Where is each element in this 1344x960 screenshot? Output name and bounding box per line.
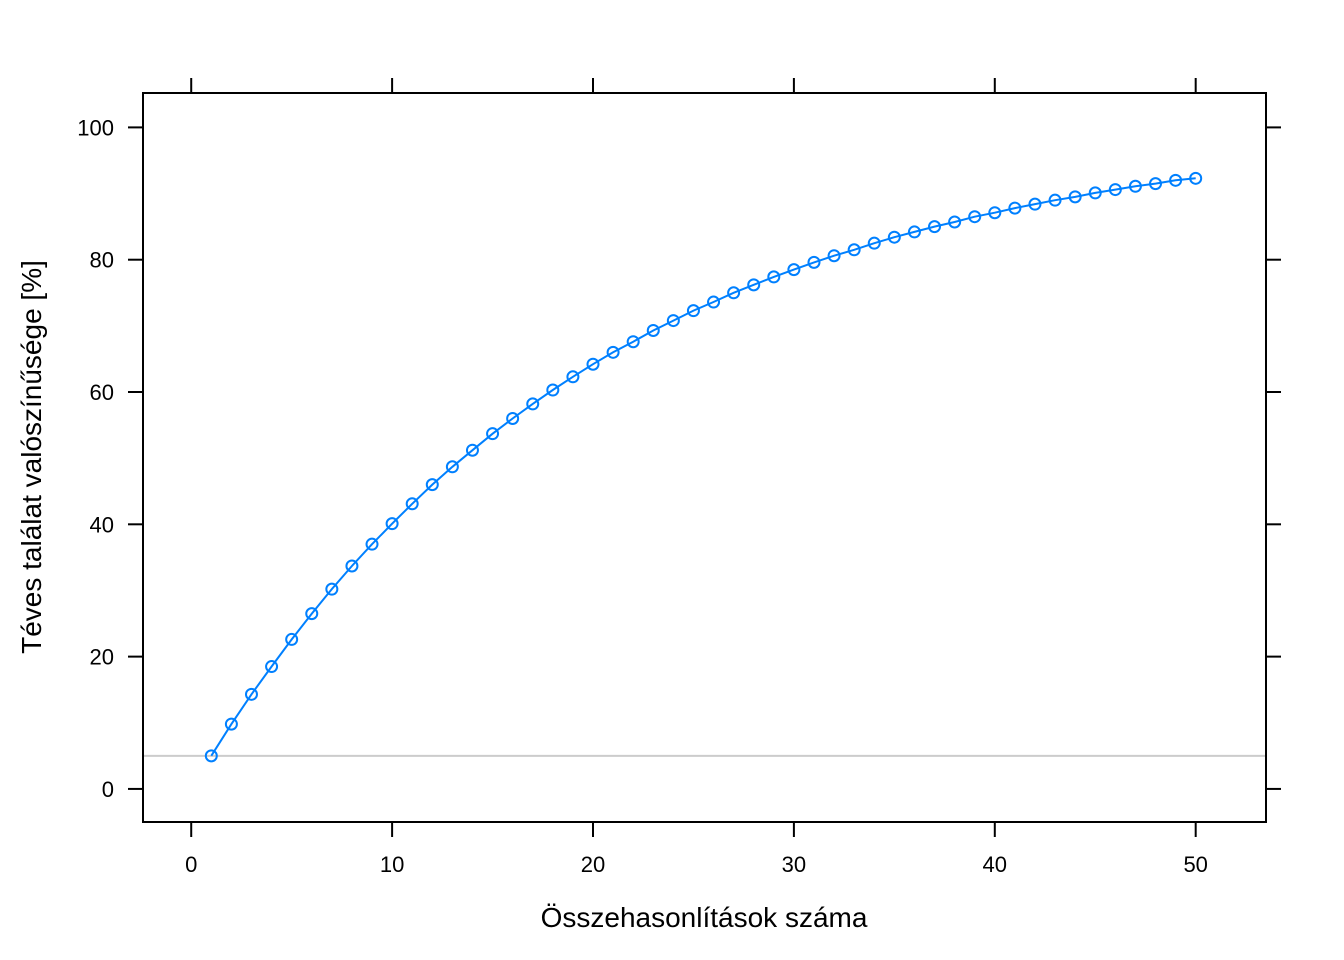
data-point	[224, 717, 238, 731]
data-point	[827, 249, 841, 263]
x-tick-label: 40	[983, 852, 1007, 877]
plot-frame	[142, 92, 1267, 823]
y-tick-label: 60	[90, 380, 114, 405]
data-point	[968, 210, 982, 224]
y-tick-label: 0	[102, 777, 114, 802]
axis-tick-labels: 0 10 20 30 40 50 0 20 40 60 80 100	[77, 115, 1208, 877]
data-point	[1088, 186, 1102, 200]
data-point	[204, 749, 218, 763]
data-point	[606, 345, 620, 359]
data-point	[767, 270, 781, 284]
data-points	[204, 171, 1203, 763]
data-point	[265, 660, 279, 674]
data-point	[847, 243, 861, 257]
data-point	[1008, 201, 1022, 215]
data-point	[928, 220, 942, 234]
data-point	[807, 255, 821, 269]
y-tick-label: 80	[90, 248, 114, 273]
data-point	[1028, 197, 1042, 211]
data-point	[546, 383, 560, 397]
data-point	[385, 517, 399, 531]
y-axis-title: Téves találat valószínűsége [%]	[16, 260, 47, 654]
x-tick-label: 20	[581, 852, 605, 877]
y-tick-label: 40	[90, 512, 114, 537]
data-point	[345, 559, 359, 573]
data-point	[1149, 177, 1163, 191]
data-point	[747, 278, 761, 292]
data-point	[285, 632, 299, 646]
data-point	[1108, 183, 1122, 197]
data-point	[1048, 193, 1062, 207]
data-point	[305, 607, 319, 621]
data-point	[666, 314, 680, 328]
data-point	[686, 304, 700, 318]
series-line	[210, 177, 1196, 757]
x-tick-label: 0	[185, 852, 197, 877]
data-point	[707, 295, 721, 309]
data-point	[526, 397, 540, 411]
data-point	[727, 286, 741, 300]
data-point	[988, 206, 1002, 220]
data-point	[586, 357, 600, 371]
data-point	[506, 411, 520, 425]
data-point	[867, 236, 881, 250]
x-tick-label: 10	[380, 852, 404, 877]
data-point	[1068, 190, 1082, 204]
data-point	[486, 427, 500, 441]
data-point	[244, 687, 258, 701]
x-tick-label: 50	[1183, 852, 1207, 877]
data-point	[425, 478, 439, 492]
data-point	[646, 323, 660, 337]
data-point	[405, 497, 419, 511]
x-tick-label: 30	[782, 852, 806, 877]
y-tick-label: 100	[77, 115, 114, 140]
data-point	[1128, 179, 1142, 193]
data-point	[445, 460, 459, 474]
data-point	[325, 582, 339, 596]
data-point	[365, 537, 379, 551]
data-point	[1189, 171, 1203, 185]
y-tick-label: 20	[90, 645, 114, 670]
data-point	[1169, 173, 1183, 187]
data-point	[465, 443, 479, 457]
data-point	[887, 230, 901, 244]
data-point	[626, 335, 640, 349]
data-point	[948, 215, 962, 229]
x-axis-title: Összehasonlítások száma	[541, 902, 868, 933]
data-point	[566, 370, 580, 384]
data-point	[787, 263, 801, 277]
data-point	[907, 225, 921, 239]
axis-ticks	[128, 78, 1281, 837]
